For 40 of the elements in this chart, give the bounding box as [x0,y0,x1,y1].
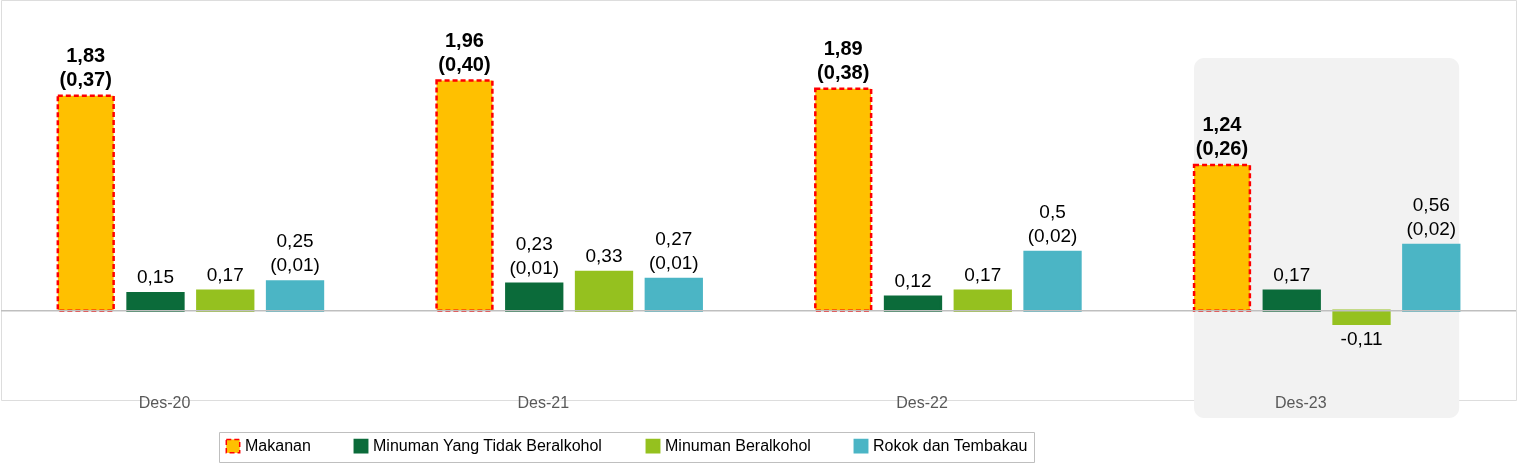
data-label: 1,89 (0,38) [817,36,870,83]
bar [814,87,873,312]
data-label: 1,24 (0,26) [1195,113,1249,160]
bar [1023,250,1082,312]
data-label: 0,17 [964,263,1002,285]
data-label: 0,12 [894,269,932,291]
x-tick-label: Des-21 [517,393,570,411]
bar [265,280,325,312]
legend-label: Rokok dan Tembakau [873,437,1028,455]
bar [126,291,185,312]
data-label: 0,23 (0,01) [509,232,560,278]
data-label: 0,17 [206,263,244,285]
data-label: 0,25 (0,01) [270,230,320,276]
data-label: 0,27 (0,01) [648,228,699,274]
bar [56,94,115,312]
bar [1402,243,1461,312]
bar [196,289,255,312]
x-tick-label: Des-20 [138,393,191,411]
bar [644,277,703,312]
bar [1262,289,1321,312]
bar [435,79,494,312]
legend-label: Makanan [245,437,311,455]
data-label: 1,83 (0,37) [59,43,112,90]
bar [1332,309,1391,325]
legend-label: Minuman Yang Tidak Beralkohol [373,437,602,455]
data-label: 0,15 [137,266,174,288]
bar [574,270,634,312]
bar [505,282,564,312]
data-label: 1,96 (0,40) [438,28,491,75]
data-label: 0,33 [585,244,623,266]
bar [953,289,1012,312]
data-label: -0,11 [1340,327,1383,349]
bar [1192,163,1252,312]
data-label: 0,56 (0,02) [1406,193,1457,239]
x-tick-label: Des-22 [896,393,948,411]
bar [883,295,943,312]
x-tick-label: Des-23 [1275,393,1327,411]
legend-label: Minuman Beralkohol [665,437,811,455]
data-label: 0,17 [1273,263,1311,285]
data-label: 0,5 (0,02) [1027,201,1078,247]
